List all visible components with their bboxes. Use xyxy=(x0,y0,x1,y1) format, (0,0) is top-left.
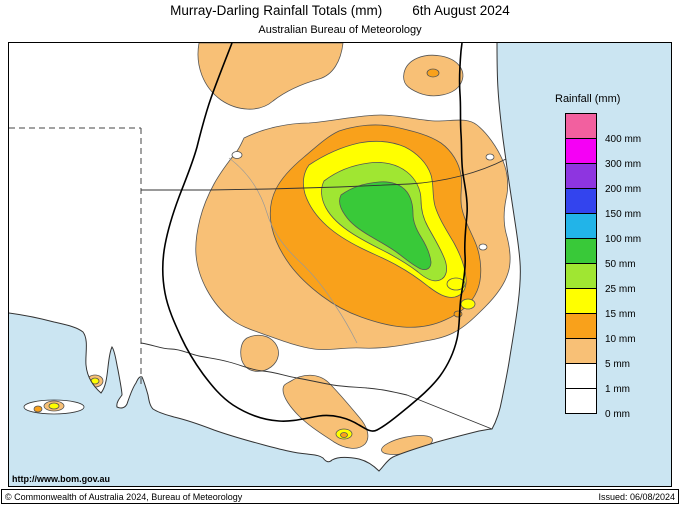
legend-swatch xyxy=(565,313,597,339)
legend-label: 50 mm xyxy=(605,259,636,270)
basin-rainfall-map xyxy=(9,43,521,472)
legend-row: 5 mm xyxy=(565,338,630,370)
rain-spot-10mm-north-east xyxy=(426,68,440,78)
legend-row: 400 mm xyxy=(565,113,641,145)
rain-hole-1 xyxy=(231,151,243,159)
legend-label: 400 mm xyxy=(605,134,642,145)
legend-row: 0 mm xyxy=(565,388,630,420)
rain-region-5mm-north-west xyxy=(197,43,344,110)
legend-label: 100 mm xyxy=(605,234,642,245)
rain-spot-15mm-kangaroo xyxy=(48,402,60,410)
legend-swatch xyxy=(565,238,597,264)
bom-url: http://www.bom.gov.au xyxy=(12,474,110,484)
page-title: Murray-Darling Rainfall Totals (mm) xyxy=(170,3,383,18)
map-date: 6th August 2024 xyxy=(412,3,510,18)
copyright-text: © Commonwealth of Australia 2024, Bureau… xyxy=(5,491,243,502)
darling-river xyxy=(228,157,358,344)
legend-scale: 400 mm 300 mm 200 mm 150 mm 100 mm 50 mm… xyxy=(565,113,641,420)
rain-spot-10mm-se xyxy=(453,310,463,318)
rain-region-5mm-murray xyxy=(240,334,279,372)
footer-bar: © Commonwealth of Australia 2024, Bureau… xyxy=(1,489,679,504)
rain-spot-15mm-se-2 xyxy=(460,298,476,310)
rain-region-50mm xyxy=(339,181,432,270)
legend-row: 200 mm xyxy=(565,163,641,195)
legend-row: 1 mm xyxy=(565,363,630,395)
map-area: Rainfall (mm) 400 mm 300 mm 200 mm 150 m… xyxy=(8,42,672,487)
nsw-vic-border xyxy=(140,342,493,430)
legend-swatch xyxy=(565,138,597,164)
legend-title: Rainfall (mm) xyxy=(555,93,621,105)
legend-row: 150 mm xyxy=(565,188,641,220)
legend-row: 300 mm xyxy=(565,138,641,170)
legend-swatch xyxy=(565,113,597,139)
legend-swatch xyxy=(565,213,597,239)
rain-spot-15mm-se-1 xyxy=(446,277,466,291)
qld-nsw-border xyxy=(141,158,507,191)
legend-swatch xyxy=(565,288,597,314)
issued-date: Issued: 06/08/2024 xyxy=(598,491,675,502)
legend-swatch xyxy=(565,188,597,214)
legend-row: 25 mm xyxy=(565,263,636,295)
rain-hole-3 xyxy=(478,243,488,251)
legend-swatch xyxy=(565,338,597,364)
legend-swatch xyxy=(565,388,597,414)
basin-boundary xyxy=(161,43,468,432)
legend-swatch xyxy=(565,163,597,189)
legend-label: 25 mm xyxy=(605,284,636,295)
rainfall-legend: Rainfall (mm) 400 mm 300 mm 200 mm 150 m… xyxy=(555,93,641,420)
legend-label: 10 mm xyxy=(605,334,636,345)
legend-row: 50 mm xyxy=(565,238,636,270)
legend-label: 150 mm xyxy=(605,209,642,220)
sa-border-dashed xyxy=(9,127,142,388)
rain-spot-10mm-kangaroo-west xyxy=(33,405,43,413)
coastline xyxy=(9,43,521,472)
rain-hole-2 xyxy=(485,153,495,161)
legend-row: 10 mm xyxy=(565,313,636,345)
rain-spot-10mm-vic xyxy=(340,432,348,438)
legend-label: 300 mm xyxy=(605,159,642,170)
legend-label: 15 mm xyxy=(605,309,636,320)
legend-swatch xyxy=(565,363,597,389)
page-header: Murray-Darling Rainfall Totals (mm) 6th A… xyxy=(0,3,680,36)
legend-label: 1 mm xyxy=(605,384,630,395)
legend-row: 100 mm xyxy=(565,213,641,245)
legend-label: 0 mm xyxy=(605,409,630,420)
legend-label: 200 mm xyxy=(605,184,642,195)
legend-label: 5 mm xyxy=(605,359,630,370)
page-subtitle: Australian Bureau of Meteorology xyxy=(258,24,422,36)
legend-row: 15 mm xyxy=(565,288,636,320)
legend-swatch xyxy=(565,263,597,289)
page-title-line: Murray-Darling Rainfall Totals (mm) 6th A… xyxy=(0,3,680,18)
